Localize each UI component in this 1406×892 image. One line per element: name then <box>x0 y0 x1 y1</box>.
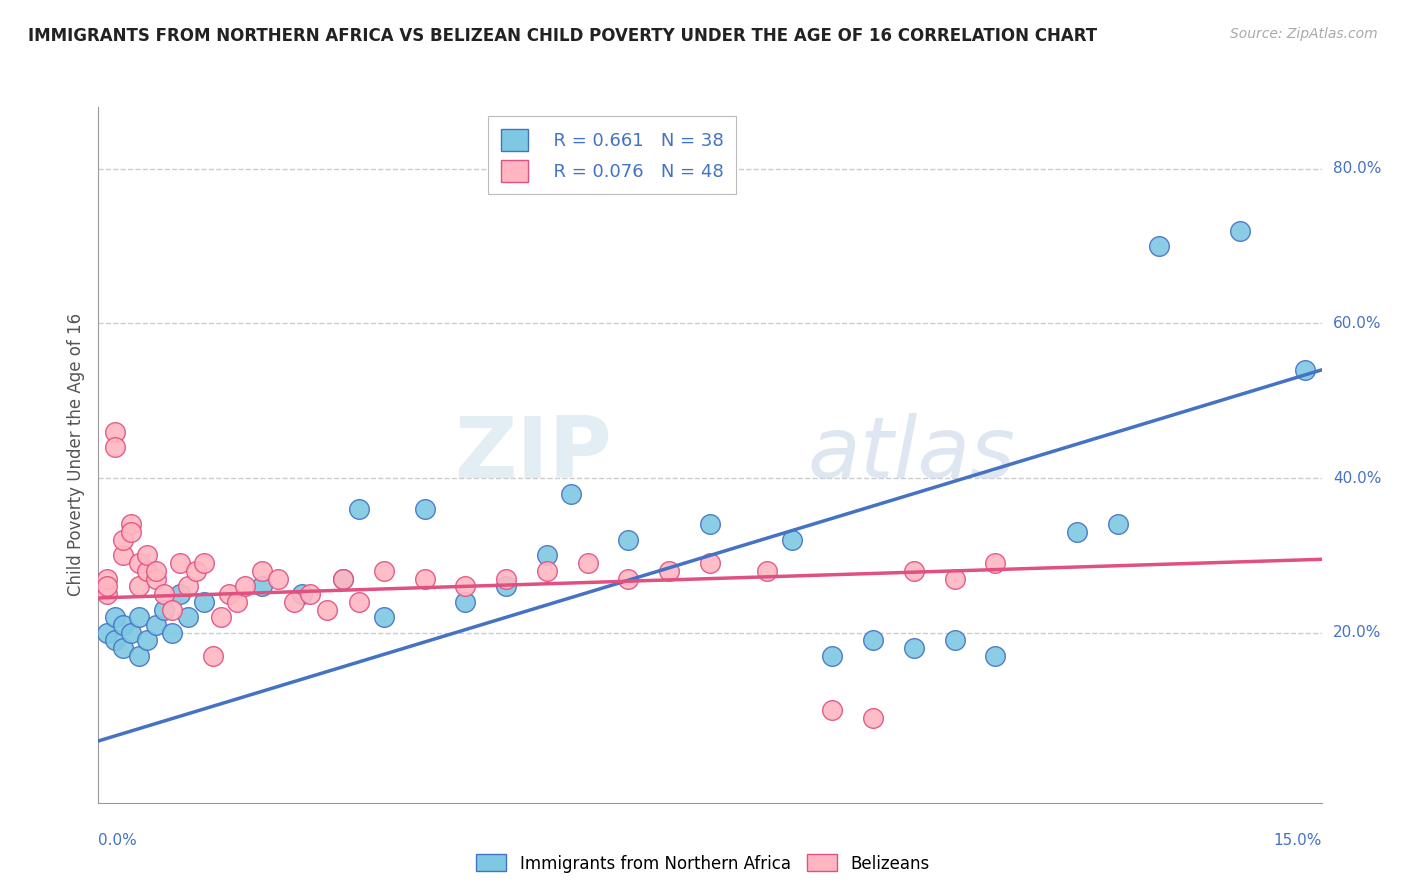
Point <box>1147 239 1170 253</box>
Point <box>233 579 256 593</box>
Point <box>576 556 599 570</box>
Point <box>96 587 118 601</box>
Point <box>315 602 337 616</box>
Text: 15.0%: 15.0% <box>1274 833 1322 848</box>
Point <box>145 572 167 586</box>
Point <box>104 440 127 454</box>
Point <box>984 556 1007 570</box>
Point <box>152 602 174 616</box>
Point <box>349 502 371 516</box>
Point <box>218 587 240 601</box>
Point <box>104 633 127 648</box>
Point <box>332 572 354 586</box>
Point <box>454 579 477 593</box>
Point <box>96 579 118 593</box>
Point <box>495 579 517 593</box>
Point <box>145 618 167 632</box>
Point <box>536 549 558 563</box>
Point <box>267 572 290 586</box>
Point <box>250 564 273 578</box>
Legend: Immigrants from Northern Africa, Belizeans: Immigrants from Northern Africa, Belizea… <box>470 847 936 880</box>
Point <box>943 633 966 648</box>
Point <box>193 556 215 570</box>
Point <box>454 595 477 609</box>
Point <box>120 625 142 640</box>
Point <box>128 610 150 624</box>
Point <box>169 587 191 601</box>
Legend:   R = 0.661   N = 38,   R = 0.076   N = 48: R = 0.661 N = 38, R = 0.076 N = 48 <box>488 116 737 194</box>
Point <box>193 595 215 609</box>
Text: IMMIGRANTS FROM NORTHERN AFRICA VS BELIZEAN CHILD POVERTY UNDER THE AGE OF 16 CO: IMMIGRANTS FROM NORTHERN AFRICA VS BELIZ… <box>28 27 1097 45</box>
Point <box>536 564 558 578</box>
Point <box>560 486 582 500</box>
Text: 0.0%: 0.0% <box>98 833 138 848</box>
Point <box>291 587 314 601</box>
Point <box>209 610 232 624</box>
Point <box>699 517 721 532</box>
Point <box>128 648 150 663</box>
Point <box>1229 224 1251 238</box>
Point <box>617 533 640 547</box>
Point <box>903 564 925 578</box>
Point <box>373 610 395 624</box>
Point <box>152 587 174 601</box>
Point <box>903 641 925 656</box>
Point <box>120 525 142 540</box>
Point <box>699 556 721 570</box>
Point <box>201 648 224 663</box>
Point <box>332 572 354 586</box>
Text: 40.0%: 40.0% <box>1333 471 1381 485</box>
Point <box>299 587 322 601</box>
Text: atlas: atlas <box>808 413 1017 497</box>
Point <box>756 564 779 578</box>
Point <box>145 564 167 578</box>
Point <box>250 579 273 593</box>
Text: 20.0%: 20.0% <box>1333 625 1381 640</box>
Point <box>169 556 191 570</box>
Point <box>413 502 436 516</box>
Point <box>413 572 436 586</box>
Point <box>658 564 681 578</box>
Point <box>136 549 159 563</box>
Point <box>160 602 183 616</box>
Point <box>373 564 395 578</box>
Point <box>96 572 118 586</box>
Text: 60.0%: 60.0% <box>1333 316 1381 331</box>
Point <box>111 618 134 632</box>
Point <box>104 425 127 439</box>
Point <box>104 610 127 624</box>
Point <box>111 533 134 547</box>
Point <box>111 549 134 563</box>
Point <box>96 625 118 640</box>
Point <box>780 533 803 547</box>
Point <box>1107 517 1129 532</box>
Point <box>495 572 517 586</box>
Text: Source: ZipAtlas.com: Source: ZipAtlas.com <box>1230 27 1378 41</box>
Point <box>128 556 150 570</box>
Point <box>862 633 884 648</box>
Point <box>177 610 200 624</box>
Point <box>136 633 159 648</box>
Point <box>136 564 159 578</box>
Point <box>1294 363 1316 377</box>
Text: ZIP: ZIP <box>454 413 612 497</box>
Point <box>943 572 966 586</box>
Point <box>617 572 640 586</box>
Point <box>186 564 208 578</box>
Point <box>120 517 142 532</box>
Point <box>283 595 305 609</box>
Point <box>226 595 249 609</box>
Point <box>821 703 844 717</box>
Point <box>821 648 844 663</box>
Y-axis label: Child Poverty Under the Age of 16: Child Poverty Under the Age of 16 <box>66 313 84 597</box>
Point <box>160 625 183 640</box>
Point <box>128 579 150 593</box>
Point <box>862 711 884 725</box>
Text: 80.0%: 80.0% <box>1333 161 1381 177</box>
Point <box>984 648 1007 663</box>
Point <box>1066 525 1088 540</box>
Point <box>349 595 371 609</box>
Point <box>111 641 134 656</box>
Point <box>177 579 200 593</box>
